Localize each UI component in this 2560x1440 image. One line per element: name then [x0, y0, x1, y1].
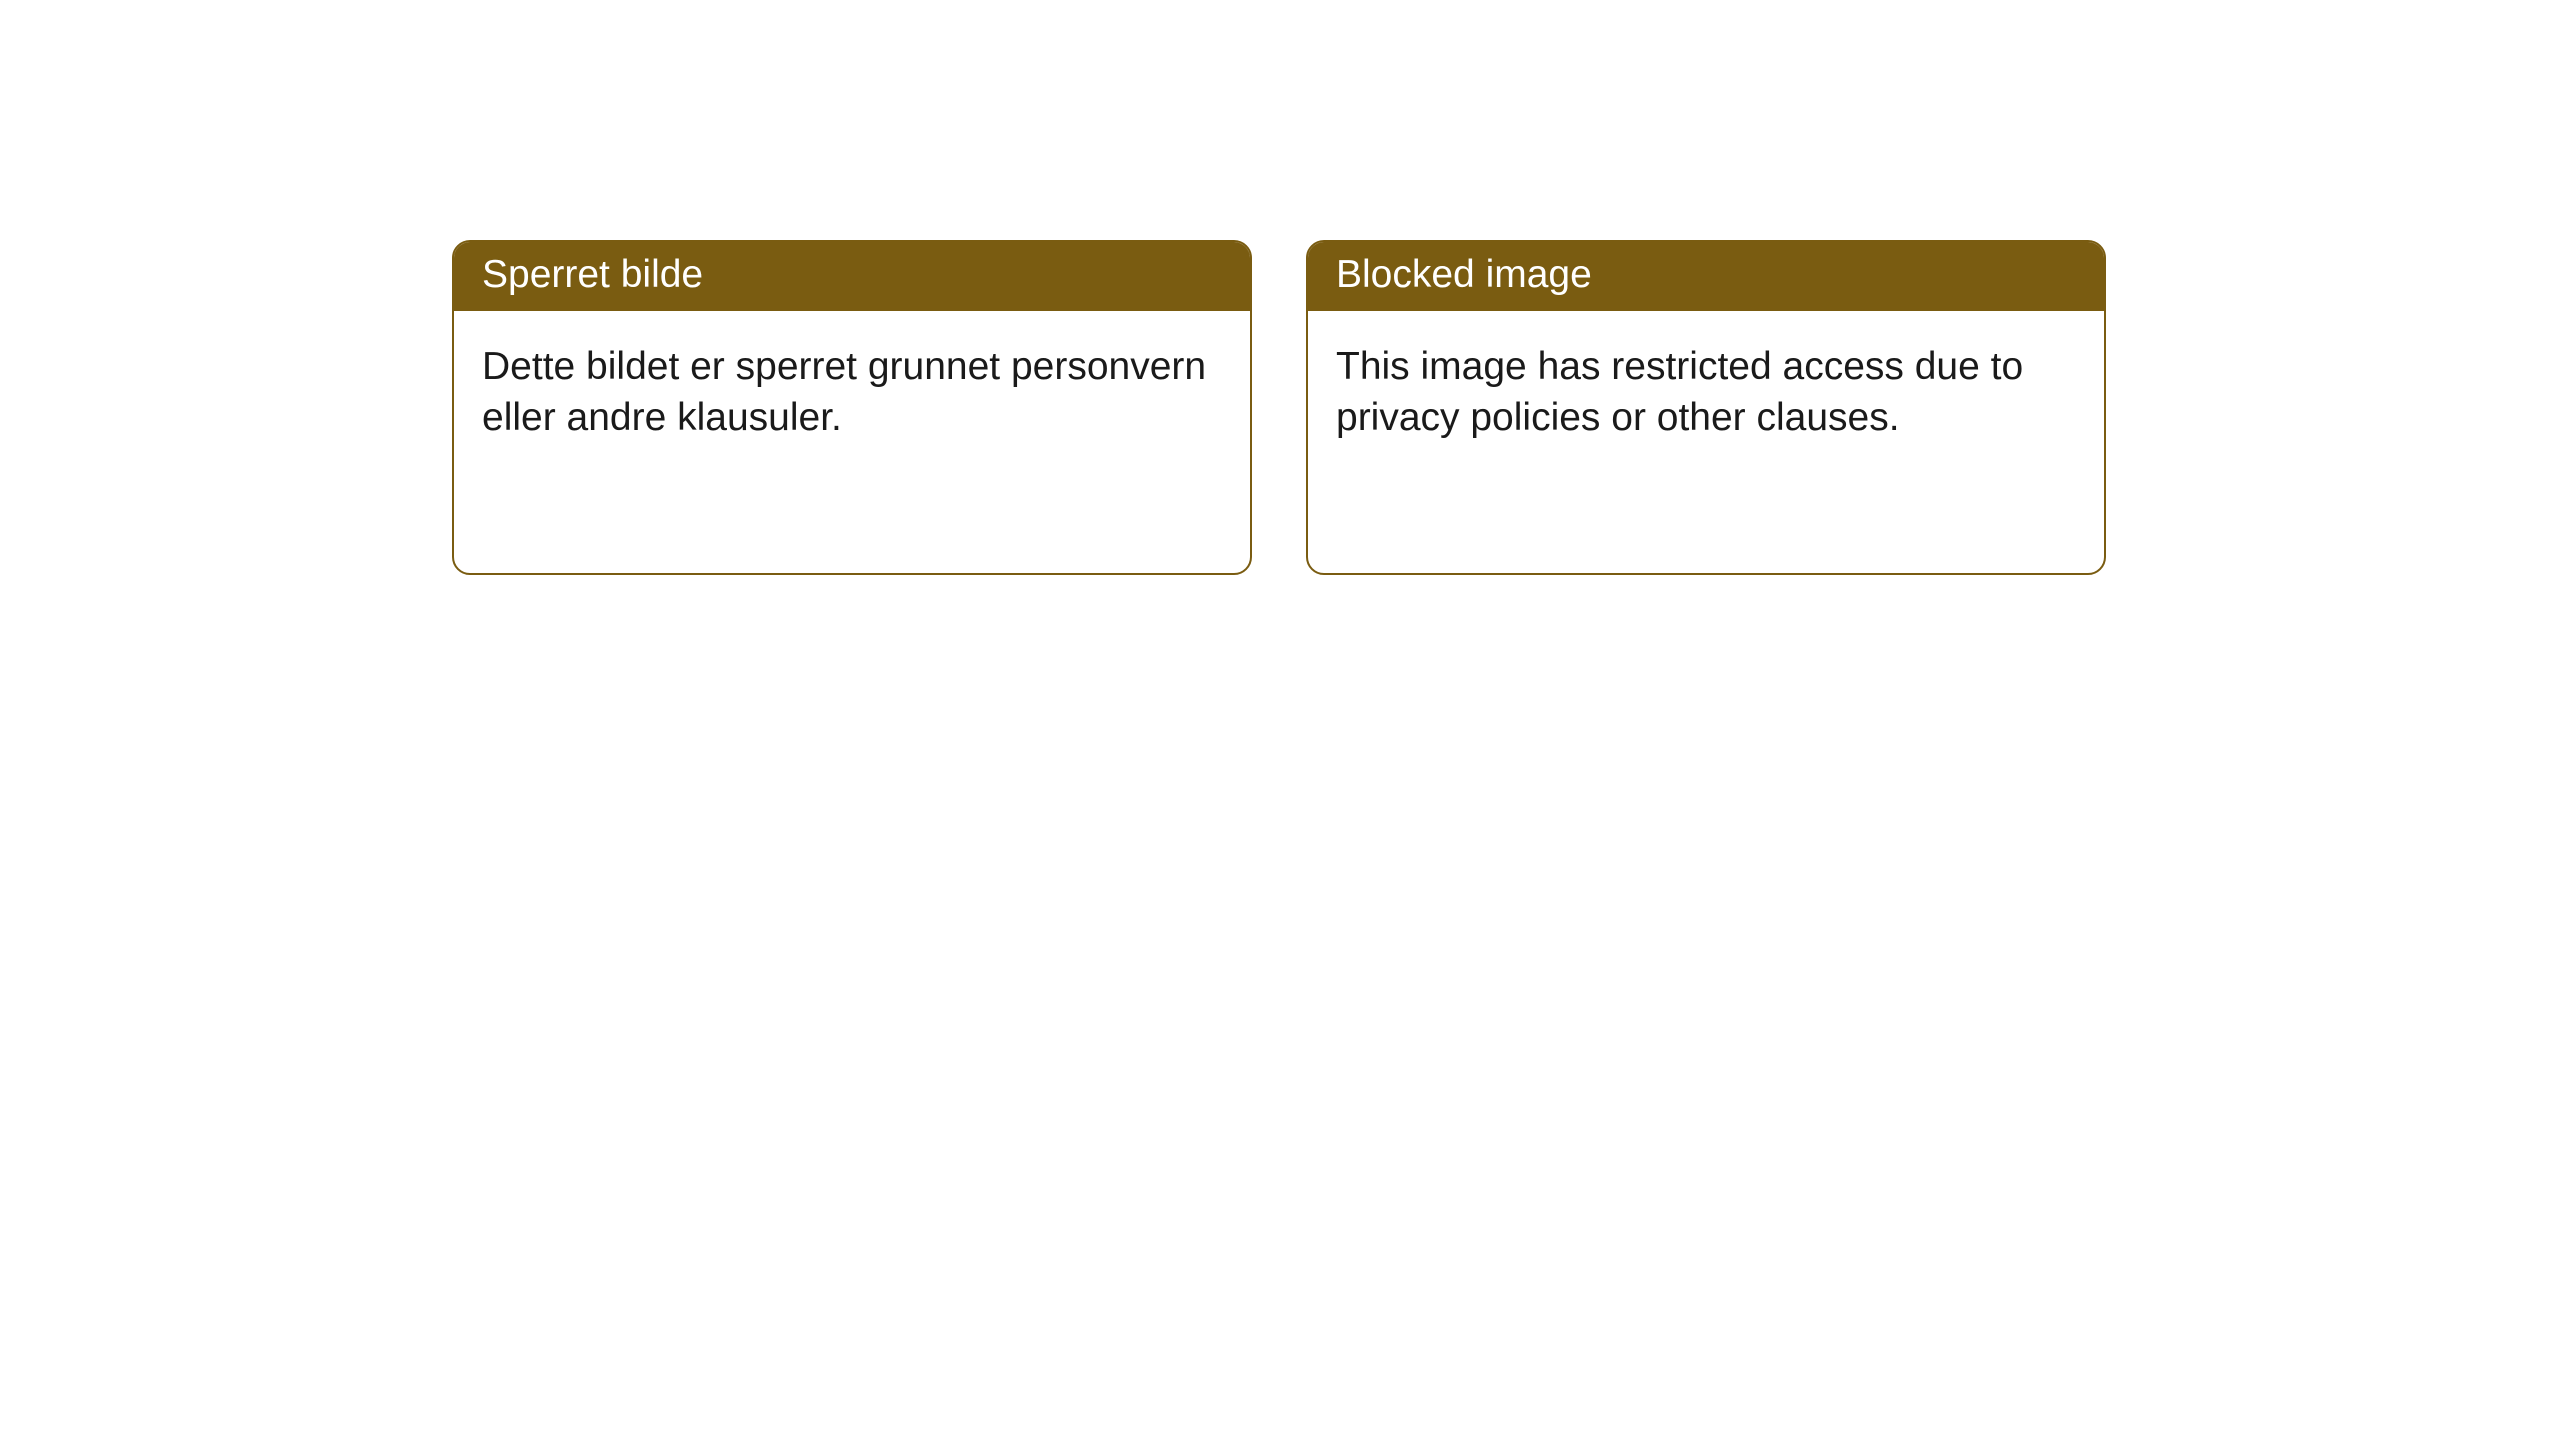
card-header: Sperret bilde	[454, 242, 1250, 311]
notice-container: Sperret bilde Dette bildet er sperret gr…	[0, 0, 2560, 575]
card-body-text: This image has restricted access due to …	[1336, 345, 2023, 439]
blocked-image-card-en: Blocked image This image has restricted …	[1306, 240, 2106, 575]
card-header: Blocked image	[1308, 242, 2104, 311]
card-title: Sperret bilde	[482, 253, 703, 296]
card-title: Blocked image	[1336, 253, 1592, 296]
card-body-text: Dette bildet er sperret grunnet personve…	[482, 345, 1206, 439]
card-body: This image has restricted access due to …	[1308, 311, 2104, 474]
card-body: Dette bildet er sperret grunnet personve…	[454, 311, 1250, 474]
blocked-image-card-no: Sperret bilde Dette bildet er sperret gr…	[452, 240, 1252, 575]
